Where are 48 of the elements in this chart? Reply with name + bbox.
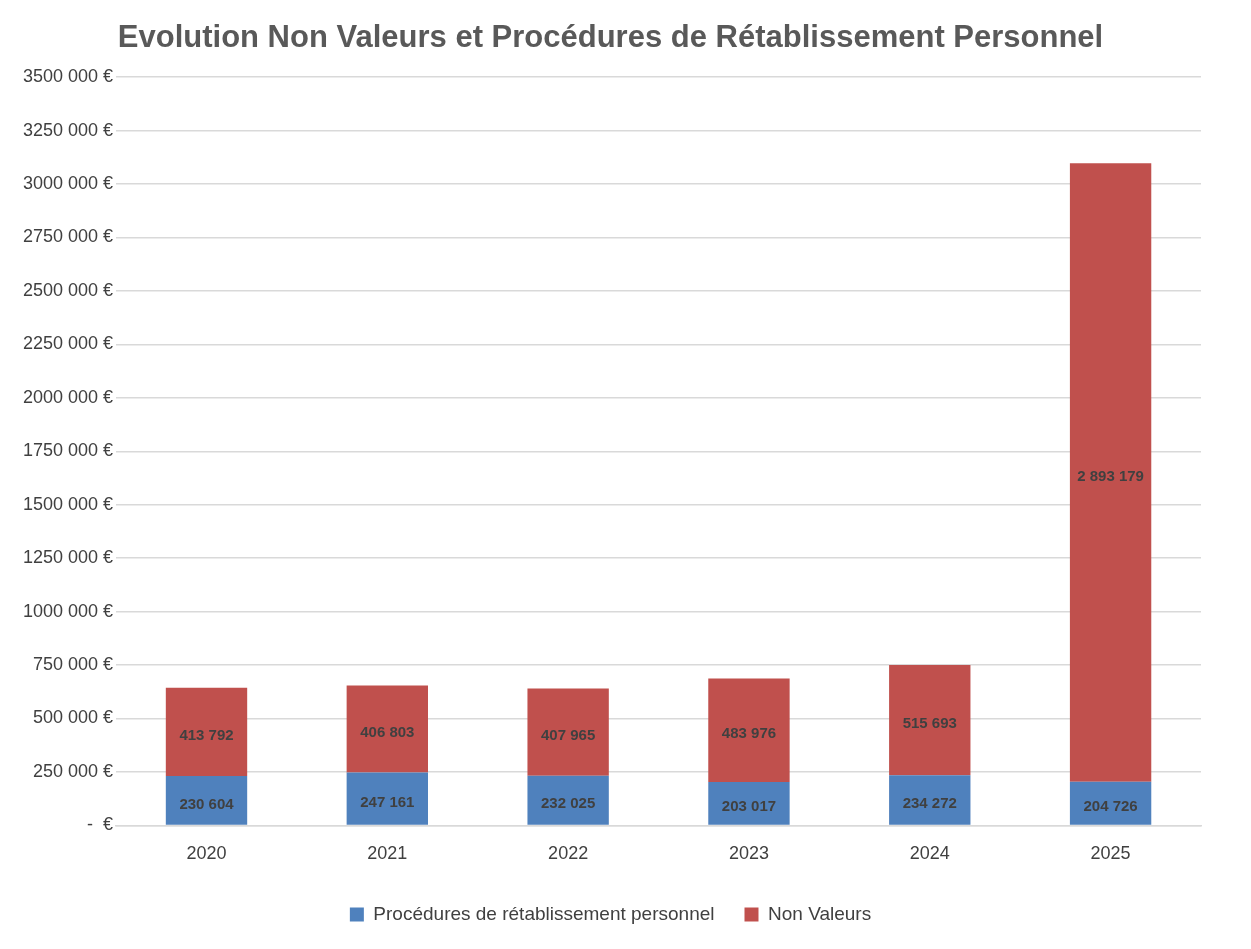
x-tick-label: 2021 xyxy=(367,843,408,864)
y-tick-label: 750 000 € xyxy=(33,654,114,675)
x-tick-label: 2025 xyxy=(1090,843,1131,864)
bar xyxy=(527,688,609,776)
y-tick-label: 3250 000 € xyxy=(22,119,114,140)
x-tick-label: 2020 xyxy=(186,843,227,864)
data-label: 203 017 xyxy=(721,797,777,815)
data-label: 413 792 xyxy=(179,726,234,744)
data-label: 204 726 xyxy=(1083,797,1138,815)
y-tick-label: 250 000 € xyxy=(33,760,114,781)
y-tick-label: 1000 000 € xyxy=(22,600,114,621)
data-label: 483 976 xyxy=(721,724,777,742)
x-tick-label: 2022 xyxy=(548,843,589,864)
data-label: 406 803 xyxy=(360,723,415,741)
x-tick-label: 2023 xyxy=(728,843,769,864)
y-tick-label: 2750 000 € xyxy=(22,226,114,247)
bar xyxy=(708,678,790,782)
y-tick-label: 1500 000 € xyxy=(22,493,114,514)
y-tick-label: 2500 000 € xyxy=(22,279,114,300)
data-label: 407 965 xyxy=(541,726,596,744)
bar xyxy=(708,782,790,825)
legend-label: Non Valeurs xyxy=(768,902,872,924)
y-tick-label: - € xyxy=(87,814,114,835)
y-tick-label: 3500 000 € xyxy=(22,66,114,87)
y-tick-label: 2250 000 € xyxy=(22,333,114,354)
legend-label: Procédures de rétablissement personnel xyxy=(373,902,715,924)
x-tick-label: 2024 xyxy=(909,843,950,864)
data-label: 232 025 xyxy=(541,794,596,812)
bar xyxy=(165,776,248,825)
bar xyxy=(165,687,248,777)
data-label: 2 893 179 xyxy=(1077,466,1144,484)
y-tick-label: 500 000 € xyxy=(33,707,114,728)
bar xyxy=(889,665,971,776)
data-label: 515 693 xyxy=(902,714,957,732)
y-tick-label: 3000 000 € xyxy=(22,173,114,194)
data-label: 247 161 xyxy=(360,792,415,810)
data-label: 234 272 xyxy=(902,794,957,812)
data-label: 230 604 xyxy=(179,794,235,812)
y-tick-label: 1750 000 € xyxy=(22,440,114,461)
bar xyxy=(346,685,428,773)
bar xyxy=(889,775,971,825)
chart-title: Evolution Non Valeurs et Procédures de Rétablissement Personnel xyxy=(117,19,1104,55)
bar xyxy=(346,772,428,825)
bar xyxy=(1069,781,1152,825)
y-tick-label: 2000 000 € xyxy=(22,386,114,407)
y-tick-label: 1250 000 € xyxy=(22,547,114,568)
bar xyxy=(1069,163,1152,782)
bar xyxy=(527,775,609,825)
